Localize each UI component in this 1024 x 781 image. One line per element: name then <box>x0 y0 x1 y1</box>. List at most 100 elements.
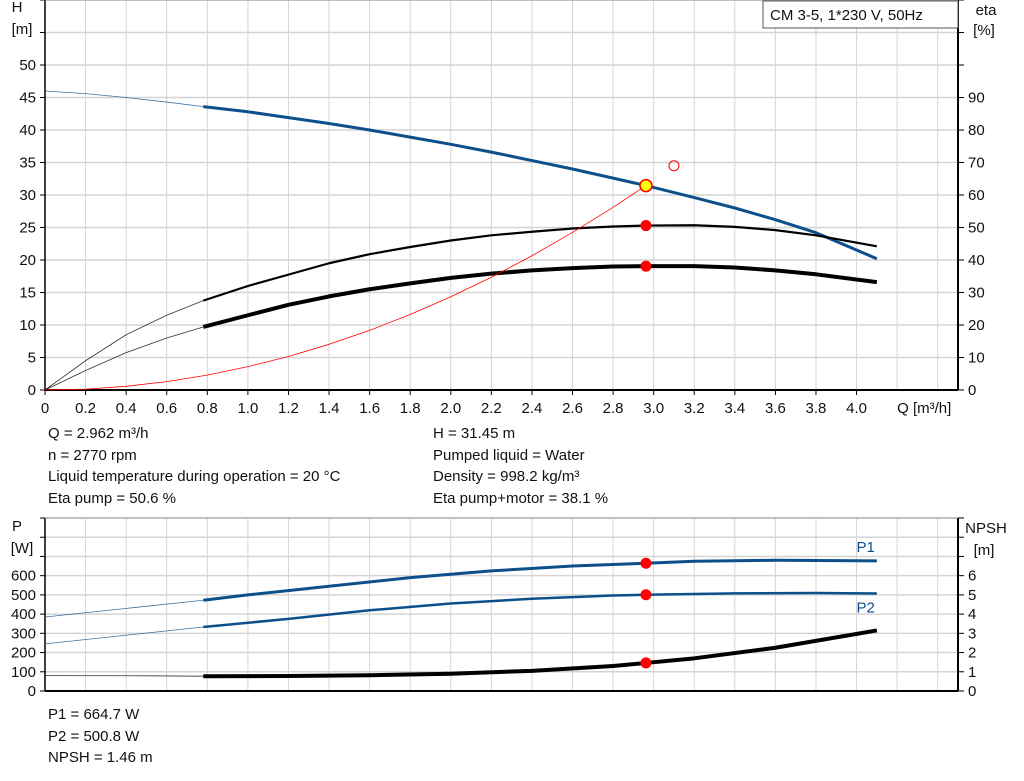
x-tick-label: 2.6 <box>562 400 583 417</box>
x-tick-label: 0.6 <box>156 400 177 417</box>
x-tick-label: 1.8 <box>400 400 421 417</box>
y-tick-label-right: 90 <box>968 90 985 107</box>
y-axis-unit-left: [m] <box>12 21 33 38</box>
x-tick-label: 2.0 <box>440 400 461 417</box>
y-tick-label-left: 50 <box>19 57 36 74</box>
marker-duty-point <box>639 178 653 193</box>
y-tick-label-left: 40 <box>19 122 36 139</box>
x-tick-label: 0.2 <box>75 400 96 417</box>
curve-NPSH-extrapolated <box>44 675 204 677</box>
y-tick-label-right: 0 <box>968 382 976 399</box>
y-tick-label-right: 40 <box>968 252 985 269</box>
marker-eta-pump <box>640 220 652 232</box>
marker-npsh <box>640 657 652 669</box>
curve-system_curve <box>44 185 647 391</box>
x-tick-label: 1.0 <box>237 400 258 417</box>
y-tick-label-left: 15 <box>19 285 36 302</box>
info-head: H = 31.45 m <box>433 425 516 442</box>
y-tick-label-right: 0 <box>968 683 976 700</box>
y-tick-label-right: 5 <box>968 587 976 604</box>
curve-H-extrapolated <box>44 90 204 107</box>
x-tick-label: 0.4 <box>116 400 137 417</box>
y-axis-label-right: eta <box>976 2 998 19</box>
chart-title: CM 3-5, 1*230 V, 50Hz <box>770 7 923 24</box>
info-temperature: Liquid temperature during operation = 20… <box>48 468 341 485</box>
info-top-left: Q = 2.962 m³/h n = 2770 rpm Liquid tempe… <box>48 423 340 509</box>
y-tick-label-left: 5 <box>28 350 36 367</box>
x-tick-label: 0 <box>41 400 49 417</box>
legend-label-P2: P2 <box>857 600 875 617</box>
y-tick-label-left: 10 <box>19 317 36 334</box>
x-tick-label: 1.4 <box>319 400 340 417</box>
y-axis-unit-right: [%] <box>973 22 995 39</box>
x-tick-label: 0.8 <box>197 400 218 417</box>
marker-p1 <box>640 557 652 569</box>
info-npsh: NPSH = 1.46 m <box>48 749 153 766</box>
info-p2: P2 = 500.8 W <box>48 727 140 745</box>
y-tick-label-left: 500 <box>11 587 36 604</box>
x-tick-label: 2.4 <box>522 400 543 417</box>
y-tick-label-right: 10 <box>968 350 985 367</box>
curve-H <box>203 105 878 261</box>
curve-NPSH <box>203 628 878 679</box>
info-top-right: H = 31.45 m Pumped liquid = Water Densit… <box>433 423 608 509</box>
y-tick-label-right: 2 <box>968 645 976 662</box>
y-tick-label-left: 0 <box>28 683 36 700</box>
curve-P1-extrapolated <box>44 599 204 618</box>
y-tick-label-left: 30 <box>19 187 36 204</box>
y-tick-label-right: 1 <box>968 664 976 681</box>
x-tick-label: 4.0 <box>846 400 867 417</box>
info-flow: Q = 2.962 m³/h <box>48 425 149 442</box>
y-tick-label-right: 50 <box>968 220 985 237</box>
y-tick-label-right: 60 <box>968 187 985 204</box>
x-tick-label: 3.8 <box>806 400 827 417</box>
marker-p2 <box>640 589 652 601</box>
x-tick-label: 1.6 <box>359 400 380 417</box>
curve-eta_pump_motor-extrapolated <box>44 326 204 391</box>
y-tick-label-right: 30 <box>968 285 985 302</box>
y-tick-label-left: 400 <box>11 606 36 623</box>
y-axis-unit-right: [m] <box>974 542 995 559</box>
marker-eta-pump-motor <box>640 260 652 272</box>
x-tick-label: 3.6 <box>765 400 786 417</box>
legend-label-P1: P1 <box>857 539 875 556</box>
y-tick-label-left: 600 <box>11 568 36 585</box>
curve-P1 <box>203 558 877 602</box>
title-box <box>762 0 959 29</box>
y-axis-label-right: NPSH <box>965 520 1007 537</box>
x-axis-label: Q [m³/h] <box>897 400 951 417</box>
x-tick-label: 3.0 <box>643 400 664 417</box>
y-tick-label-left: 200 <box>11 645 36 662</box>
marker-requested-point <box>668 160 680 172</box>
y-axis-label-left: P <box>12 518 22 535</box>
y-tick-label-left: 100 <box>11 664 36 681</box>
curve-eta_pump-extrapolated <box>44 300 204 391</box>
y-tick-label-right: 70 <box>968 155 985 172</box>
y-tick-label-left: 45 <box>19 90 36 107</box>
y-tick-label-right: 20 <box>968 317 985 334</box>
info-density: Density = 998.2 kg/m³ <box>433 468 580 485</box>
info-speed: n = 2770 rpm <box>48 446 137 464</box>
y-tick-label-right: 3 <box>968 625 976 642</box>
y-tick-label-right: 4 <box>968 606 976 623</box>
curve-eta_pump_motor <box>202 264 878 329</box>
y-tick-label-right: 80 <box>968 122 985 139</box>
x-tick-label: 3.2 <box>684 400 705 417</box>
info-p1: P1 = 664.7 W <box>48 706 140 723</box>
info-eta-pump-motor: Eta pump+motor = 38.1 % <box>433 489 609 507</box>
curve-P2 <box>203 591 877 629</box>
y-tick-label-left: 25 <box>19 220 36 237</box>
info-liquid: Pumped liquid = Water <box>433 446 585 464</box>
y-tick-label-left: 35 <box>19 155 36 172</box>
y-tick-label-right: 6 <box>968 568 976 585</box>
y-tick-label-left: 20 <box>19 252 36 269</box>
x-tick-label: 3.4 <box>724 400 745 417</box>
info-bottom: P1 = 664.7 W P2 = 500.8 W NPSH = 1.46 m <box>48 704 153 769</box>
y-tick-label-left: 0 <box>28 382 36 399</box>
y-tick-label-left: 300 <box>11 625 36 642</box>
x-tick-label: 2.2 <box>481 400 502 417</box>
x-tick-label: 1.2 <box>278 400 299 417</box>
curve-eta_pump <box>202 224 878 302</box>
info-eta-pump: Eta pump = 50.6 % <box>48 489 176 507</box>
